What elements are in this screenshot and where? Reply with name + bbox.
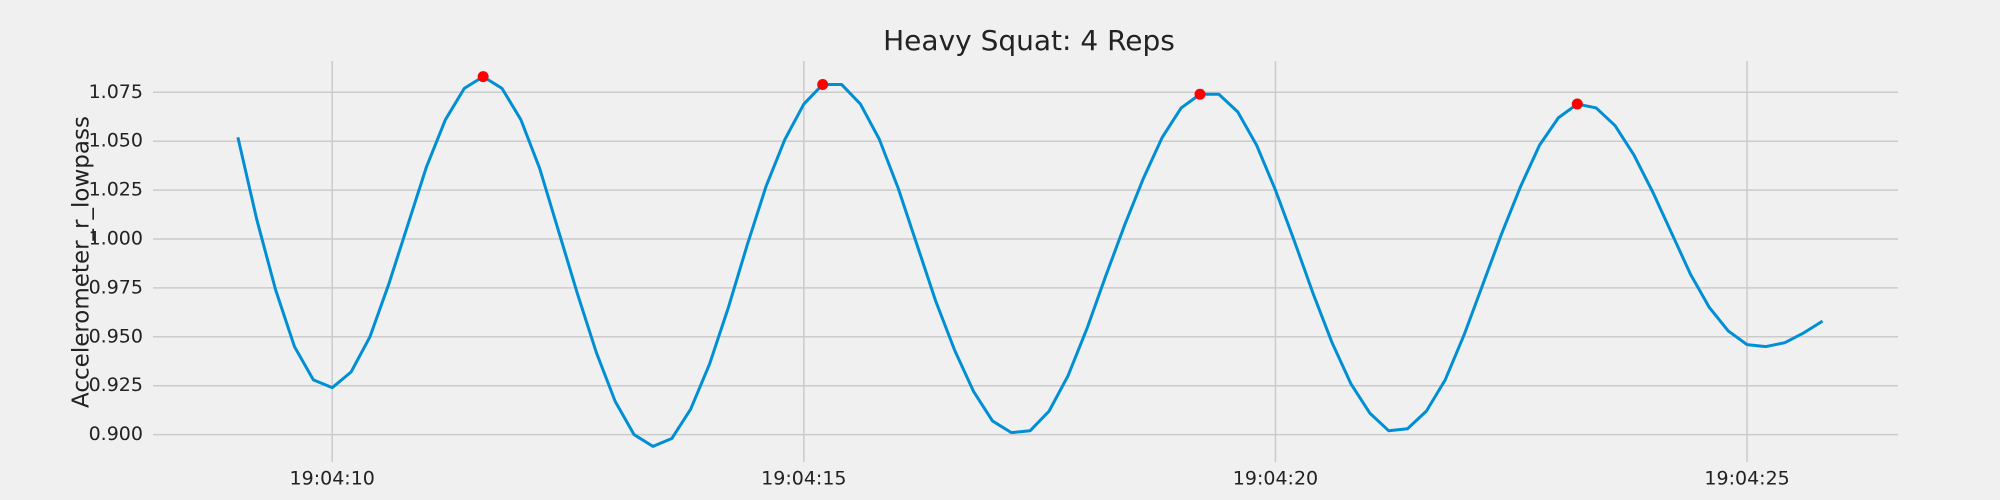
chart-title: Heavy Squat: 4 Reps — [883, 24, 1175, 57]
y-tick-label: 0.950 — [89, 325, 143, 347]
y-tick-label: 1.050 — [89, 130, 143, 152]
y-tick-label: 0.925 — [89, 374, 143, 396]
peak-point — [1571, 98, 1583, 110]
y-tick-label: 1.025 — [89, 179, 143, 201]
x-tick-label: 19:04:15 — [761, 468, 846, 490]
data-line — [236, 75, 1824, 448]
y-tick-label: 1.000 — [89, 228, 143, 250]
peak-point — [477, 71, 489, 83]
y-tick-label: 0.975 — [89, 276, 143, 298]
x-tick-label: 19:04:10 — [290, 468, 375, 490]
y-axis-label: Accelerometer_r_lowpass — [69, 116, 95, 408]
peak-point — [1194, 88, 1206, 100]
y-tick-label: 1.075 — [89, 81, 143, 103]
y-tick-label: 0.900 — [89, 423, 143, 445]
peak-point — [817, 78, 829, 90]
x-tick-label: 19:04:25 — [1704, 468, 1789, 490]
x-tick-label: 19:04:20 — [1233, 468, 1318, 490]
